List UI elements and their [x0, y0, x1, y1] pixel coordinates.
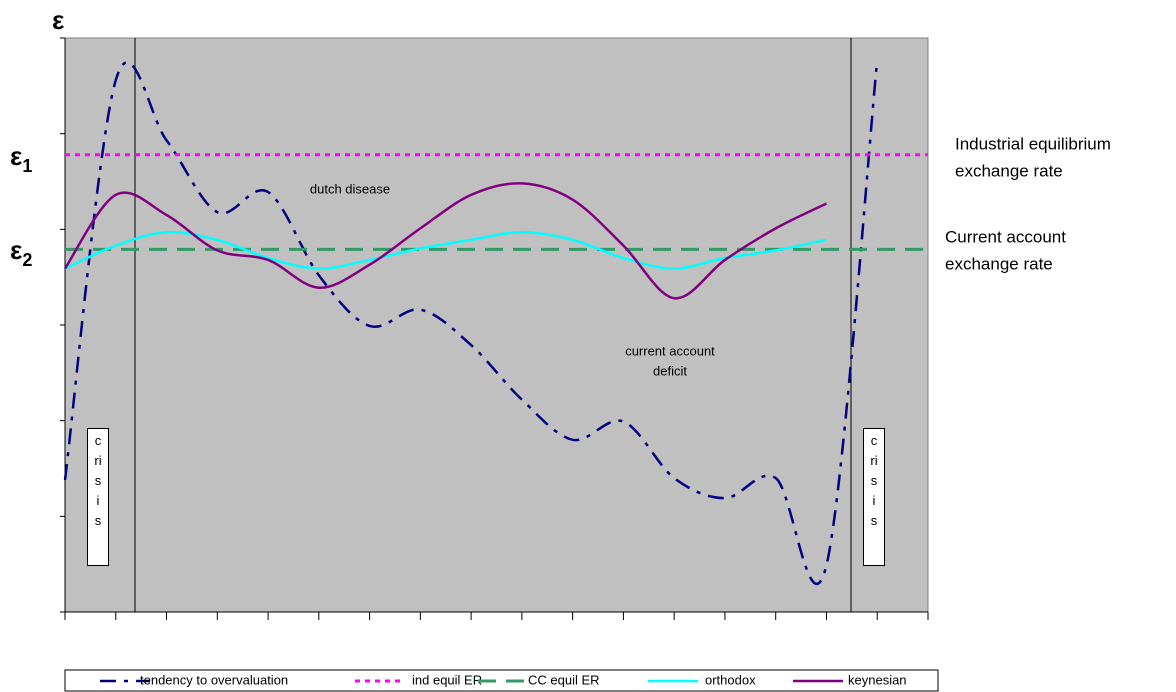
right-label: Industrial equilibrium — [955, 134, 1111, 153]
level-label: ε1 — [10, 141, 32, 176]
legend-label: keynesian — [848, 672, 907, 687]
level-subscript: 2 — [22, 250, 32, 270]
level-symbol: ε — [10, 141, 22, 171]
series-line — [63, 182, 828, 300]
series-line — [63, 59, 879, 586]
plot-area — [64, 37, 929, 613]
crisis-label: crisis — [870, 433, 878, 528]
legend-label: CC equil ER — [528, 672, 600, 687]
right-label: exchange rate — [945, 254, 1053, 273]
annotation: dutch disease — [310, 181, 390, 196]
legend-label: tendency to overvaluation — [140, 672, 288, 687]
level-label: ε2 — [10, 235, 32, 270]
legend — [64, 669, 939, 692]
crisis-label: crisis — [94, 433, 102, 528]
y-axis-label: ε — [52, 5, 64, 35]
legend-label: orthodox — [705, 672, 756, 687]
legend-label: ind equil ER — [412, 672, 482, 687]
right-label: Current account — [945, 227, 1066, 246]
right-label: exchange rate — [955, 161, 1063, 180]
level-symbol: ε — [10, 235, 22, 265]
annotation: current account — [625, 343, 715, 358]
annotation: deficit — [653, 363, 687, 378]
crisis-box: crisis — [87, 428, 109, 566]
level-subscript: 1 — [22, 156, 32, 176]
crisis-box: crisis — [863, 428, 885, 566]
